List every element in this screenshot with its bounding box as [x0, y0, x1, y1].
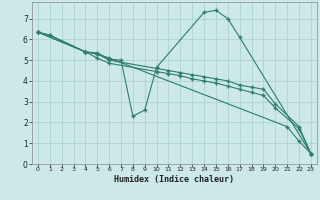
- X-axis label: Humidex (Indice chaleur): Humidex (Indice chaleur): [115, 175, 234, 184]
